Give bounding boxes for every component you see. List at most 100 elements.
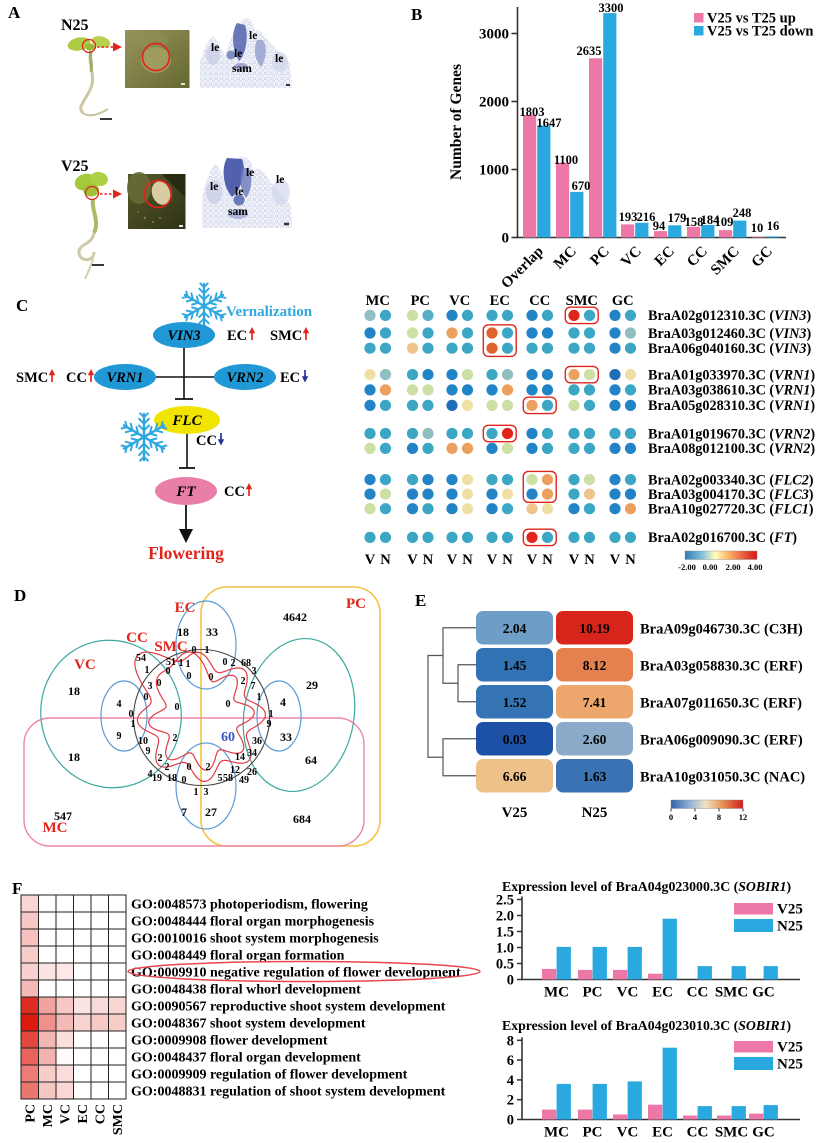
svg-text:V25 vs T25 up: V25 vs T25 up: [707, 11, 796, 27]
svg-text:26: 26: [247, 767, 257, 778]
svg-text:6: 6: [507, 1053, 514, 1069]
svg-text:4: 4: [507, 1073, 514, 1089]
svg-text:V25: V25: [777, 1040, 803, 1056]
svg-text:F: F: [12, 879, 22, 898]
svg-text:sam: sam: [228, 206, 248, 218]
svg-text:PC: PC: [583, 985, 603, 1001]
svg-text:BraA01g019670.3C (VRN2): BraA01g019670.3C (VRN2): [648, 426, 815, 442]
svg-text:184: 184: [701, 213, 721, 227]
svg-text:2.00: 2.00: [726, 562, 741, 572]
svg-text:6.66: 6.66: [503, 769, 527, 784]
svg-text:MC: MC: [544, 1125, 569, 1141]
svg-text:2: 2: [507, 1093, 514, 1109]
svg-text:PC: PC: [23, 1104, 38, 1123]
svg-text:0: 0: [209, 672, 214, 683]
svg-text:0: 0: [175, 702, 180, 713]
svg-text:SMC: SMC: [154, 639, 187, 655]
svg-text:1: 1: [257, 692, 262, 703]
svg-text:1: 1: [205, 645, 210, 656]
svg-text:2000: 2000: [479, 95, 509, 111]
svg-text:V25: V25: [502, 805, 528, 821]
svg-text:SMC: SMC: [715, 1125, 748, 1141]
svg-text:2: 2: [206, 762, 211, 773]
svg-text:SMC: SMC: [715, 985, 748, 1001]
svg-text:GO:0010016 shoot system morpho: GO:0010016 shoot system morphogenesis: [131, 932, 379, 947]
svg-text:BraA09g046730.3C (C3H): BraA09g046730.3C (C3H): [640, 621, 803, 637]
svg-text:BraA03g012460.3C (VIN3): BraA03g012460.3C (VIN3): [648, 326, 811, 342]
svg-text:4: 4: [280, 695, 286, 709]
svg-text:29: 29: [306, 678, 318, 692]
svg-text:BraA01g033970.3C (VRN1): BraA01g033970.3C (VRN1): [648, 367, 815, 383]
svg-text:1: 1: [145, 665, 150, 676]
svg-text:7: 7: [181, 805, 187, 819]
svg-text:19: 19: [152, 773, 162, 784]
svg-text:4642: 4642: [283, 610, 307, 624]
svg-text:CC: CC: [687, 985, 709, 1001]
svg-text:3: 3: [204, 787, 209, 798]
svg-text:248: 248: [733, 206, 752, 220]
svg-text:16: 16: [767, 219, 780, 233]
svg-text:18: 18: [177, 625, 189, 639]
svg-text:4.00: 4.00: [748, 562, 763, 572]
svg-text:PC: PC: [346, 596, 366, 612]
svg-text:GO:0009908 flower development: GO:0009908 flower development: [131, 1034, 328, 1049]
svg-text:1.0: 1.0: [496, 941, 514, 957]
svg-text:684: 684: [293, 812, 311, 826]
svg-text:CC: CC: [687, 1125, 709, 1141]
svg-text:27: 27: [205, 805, 217, 819]
svg-text:64: 64: [305, 753, 317, 767]
svg-text:0: 0: [223, 657, 228, 668]
svg-text:0.5: 0.5: [496, 957, 514, 973]
svg-text:2635: 2635: [577, 44, 602, 58]
svg-text:18: 18: [68, 684, 80, 698]
svg-text:GO:0048367 shoot system develo: GO:0048367 shoot system development: [131, 1017, 366, 1032]
svg-text:EC: EC: [652, 1125, 673, 1141]
svg-text:V25: V25: [777, 902, 803, 918]
svg-text:le: le: [276, 174, 284, 186]
svg-text:7.41: 7.41: [583, 695, 607, 710]
svg-text:PC: PC: [583, 1125, 603, 1141]
svg-text:le: le: [210, 181, 218, 193]
svg-text:4: 4: [693, 812, 698, 822]
svg-text:A: A: [8, 3, 21, 22]
svg-text:1: 1: [131, 719, 136, 730]
svg-text:le: le: [234, 48, 242, 60]
svg-text:BraA07g011650.3C (ERF): BraA07g011650.3C (ERF): [640, 695, 802, 711]
svg-text:D: D: [14, 586, 26, 605]
svg-text:-2.00: -2.00: [678, 562, 696, 572]
svg-text:1.45: 1.45: [503, 658, 527, 673]
svg-text:10: 10: [138, 736, 148, 747]
svg-text:VRN1: VRN1: [106, 370, 143, 386]
svg-text:51: 51: [166, 657, 176, 668]
svg-text:12: 12: [230, 765, 240, 776]
svg-text:4: 4: [148, 769, 153, 780]
svg-text:BraA06g009090.3C (ERF): BraA06g009090.3C (ERF): [640, 732, 803, 748]
svg-text:VC: VC: [449, 293, 470, 309]
svg-text:670: 670: [572, 179, 591, 193]
svg-text:2: 2: [165, 762, 170, 773]
svg-text:VIN3: VIN3: [167, 328, 200, 344]
svg-text:2.04: 2.04: [503, 621, 527, 636]
svg-text:BraA03g058830.3C (ERF): BraA03g058830.3C (ERF): [640, 658, 803, 674]
svg-text:60: 60: [221, 730, 235, 745]
svg-text:1.5: 1.5: [496, 925, 514, 941]
svg-text:33: 33: [280, 730, 292, 744]
svg-text:EC: EC: [490, 293, 510, 309]
svg-text:0: 0: [192, 645, 197, 656]
svg-text:BraA10g027720.3C (FLC1): BraA10g027720.3C (FLC1): [648, 502, 814, 518]
svg-text:CC: CC: [66, 370, 87, 386]
svg-text:N25: N25: [582, 805, 608, 821]
svg-text:3: 3: [148, 681, 153, 692]
svg-text:C: C: [16, 296, 28, 315]
svg-text:1: 1: [194, 787, 199, 798]
svg-text:BraA05g028310.3C (VRN1): BraA05g028310.3C (VRN1): [648, 398, 815, 414]
svg-text:Number of Genes: Number of Genes: [448, 64, 465, 180]
svg-text:BraA02g012310.3C (VIN3): BraA02g012310.3C (VIN3): [648, 308, 811, 324]
svg-text:EC: EC: [280, 370, 300, 386]
svg-text:179: 179: [668, 211, 687, 225]
svg-text:V: V: [527, 552, 538, 568]
svg-text:GC: GC: [752, 985, 775, 1001]
svg-text:2: 2: [158, 753, 163, 764]
svg-text:FLC: FLC: [171, 413, 202, 429]
svg-text:B: B: [411, 5, 422, 24]
